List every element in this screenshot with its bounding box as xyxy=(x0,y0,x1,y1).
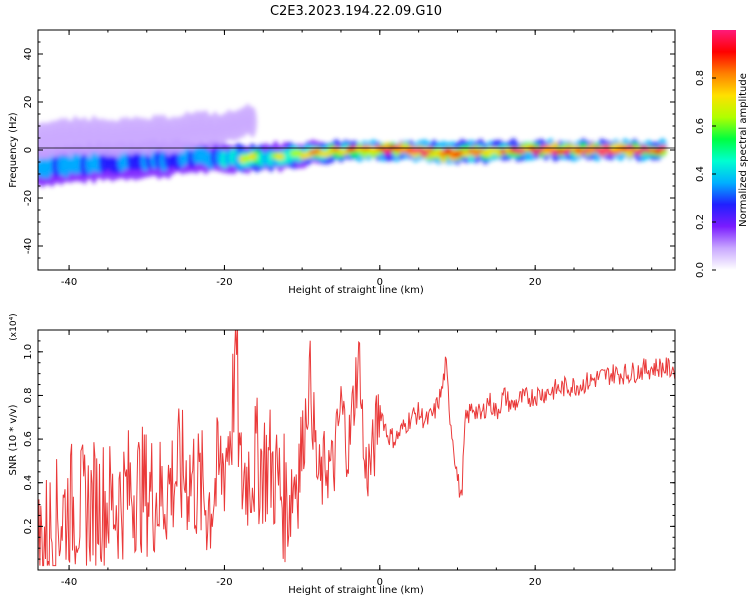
snr-x-tick-label: -40 xyxy=(61,577,77,588)
colorbar-tick-label: 0.2 xyxy=(695,214,706,230)
colorbar-tick-label: 0.6 xyxy=(695,118,706,134)
colorbar-tick-label: 0.4 xyxy=(695,166,706,182)
spectrogram-y-tick-label: -40 xyxy=(23,238,34,254)
spectrogram-heatmap xyxy=(38,103,668,188)
spectrogram-cell xyxy=(247,106,257,138)
snr-x-tick-label: 20 xyxy=(529,577,542,588)
snr-y-axis-label: SNR (10 * v/v) xyxy=(8,404,19,475)
colorbar: 0.0 0.2 0.4 0.6 0.8 Normalized spectral ampl… xyxy=(695,30,749,278)
colorbar-ticks: 0.0 0.2 0.4 0.6 0.8 xyxy=(695,70,716,278)
spectrogram-blobs xyxy=(38,103,668,188)
spectrogram-y-tick-label: -20 xyxy=(23,190,34,206)
spectrogram-x-axis-label: Height of straight line (km) xyxy=(288,285,424,296)
spectrogram-cell xyxy=(420,151,430,158)
spectrogram-cell xyxy=(597,149,607,155)
snr-x-ticks: -40 -20 0 20 xyxy=(61,330,653,588)
colorbar-label: Normalized spectral amplitude xyxy=(738,73,749,227)
spectrogram-cell xyxy=(415,146,425,153)
snr-series-line xyxy=(38,330,675,567)
spectrogram-x-tick-label: -20 xyxy=(216,277,232,288)
spectrogram-y-tick-label: 40 xyxy=(23,48,34,61)
snr-y-tick-label: 0.6 xyxy=(23,431,34,447)
snr-y-tick-label: 0.2 xyxy=(23,518,34,534)
spectrogram-x-ticks: -40 -20 0 20 xyxy=(61,30,653,288)
spectrogram-x-tick-label: 0 xyxy=(377,277,383,288)
snr-x-axis-label: Height of straight line (km) xyxy=(288,585,424,596)
spectrogram-y-ticks: -40 -20 0 20 40 xyxy=(23,29,675,271)
spectrogram-cell xyxy=(275,152,285,161)
snr-y-ticks: 0.2 0.4 0.6 0.8 1.0 xyxy=(23,329,675,571)
spectrogram-y-axis-label: Frequency (Hz) xyxy=(8,112,19,188)
chart-title: C2E3.2023.194.22.09.G10 xyxy=(270,4,442,19)
spectrogram-y-tick-label: 0 xyxy=(23,147,34,153)
colorbar-tick-label: 0.8 xyxy=(695,70,706,86)
snr-panel: -40 -20 0 20 0.2 0.4 0.6 0.8 1.0 Height of stra… xyxy=(8,313,676,596)
spectrogram-y-tick-label: 20 xyxy=(23,96,34,109)
spectrogram-cell xyxy=(247,152,257,161)
colorbar-tick-label: 0.0 xyxy=(695,262,706,278)
spectrogram-cell xyxy=(634,149,644,155)
spectrogram-panel: -40 -20 0 20 -40 -20 0 20 40 Height of straight… xyxy=(8,29,676,296)
colorbar-gradient xyxy=(712,30,736,270)
snr-x-tick-label: 0 xyxy=(377,577,383,588)
spectrogram-cell xyxy=(383,149,393,155)
spectrogram-x-tick-label: -40 xyxy=(61,277,77,288)
spectrogram-x-tick-label: 20 xyxy=(529,277,542,288)
snr-y-multiplier: (x10⁴) xyxy=(9,313,19,340)
snr-y-tick-label: 0.4 xyxy=(23,475,34,491)
snr-y-tick-label: 0.8 xyxy=(23,388,34,404)
snr-y-tick-label: 1.0 xyxy=(23,344,34,360)
snr-x-tick-label: -20 xyxy=(216,577,232,588)
